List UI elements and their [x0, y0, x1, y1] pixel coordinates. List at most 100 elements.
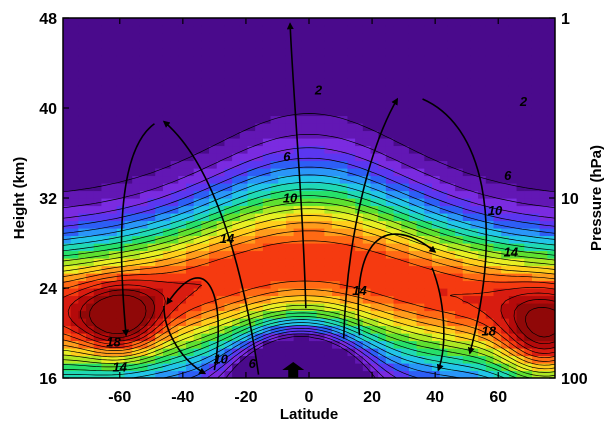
heatmap-cell — [255, 220, 264, 229]
heatmap-cell — [524, 25, 533, 34]
heatmap-cell — [508, 265, 518, 274]
heatmap-cell — [178, 100, 187, 109]
heatmap-cell — [178, 48, 187, 57]
heatmap-cell — [493, 70, 502, 79]
heatmap-cell — [424, 228, 433, 237]
heatmap-cell — [293, 318, 302, 327]
heatmap-cell — [86, 100, 95, 109]
heatmap-cell — [147, 18, 156, 27]
heatmap-cell — [93, 333, 103, 342]
heatmap-cell — [339, 108, 349, 117]
heatmap-cell — [316, 123, 325, 132]
heatmap-cell — [378, 213, 387, 222]
heatmap-cell — [362, 265, 372, 274]
x-tick-label: 20 — [363, 389, 381, 406]
heatmap-cell — [485, 235, 495, 244]
heatmap-cell — [478, 78, 487, 87]
heatmap-cell — [531, 100, 541, 109]
heatmap-cell — [508, 190, 518, 199]
heatmap-cell — [70, 318, 79, 327]
heatmap-cell — [485, 190, 495, 199]
contour-label: 14 — [504, 245, 519, 260]
heatmap-cell — [539, 258, 548, 267]
heatmap-cell — [155, 93, 164, 102]
heatmap-cell — [86, 363, 95, 372]
heatmap-cell — [432, 55, 441, 64]
y-tick-left-label: 24 — [39, 281, 57, 298]
heatmap-cell — [78, 243, 87, 252]
heatmap-cell — [132, 18, 141, 27]
heatmap-cell — [186, 250, 195, 259]
heatmap-cell — [408, 85, 418, 94]
heatmap-cell — [247, 265, 256, 274]
heatmap-cell — [101, 265, 110, 274]
heatmap-cell — [124, 370, 133, 378]
heatmap-cell — [285, 235, 295, 244]
heatmap-cell — [232, 333, 241, 342]
heatmap-cell — [285, 175, 295, 184]
heatmap-cell — [316, 213, 325, 222]
heatmap-cell — [439, 78, 448, 87]
heatmap-cell — [170, 288, 179, 297]
heatmap-cell — [124, 70, 133, 79]
heatmap-cell — [278, 228, 287, 237]
heatmap-cell — [478, 280, 487, 289]
heatmap-cell — [432, 198, 441, 207]
heatmap-cell — [293, 280, 302, 289]
heatmap-cell — [531, 250, 541, 259]
heatmap-cell — [424, 55, 433, 64]
heatmap-cell — [155, 153, 164, 162]
heatmap-cell — [547, 370, 555, 378]
heatmap-cell — [255, 273, 264, 282]
heatmap-cell — [216, 175, 226, 184]
heatmap-cell — [239, 48, 249, 57]
heatmap-cell — [401, 333, 410, 342]
heatmap-cell — [339, 190, 349, 199]
heatmap-cell — [209, 93, 218, 102]
heatmap-cell — [501, 33, 510, 42]
heatmap-cell — [139, 355, 149, 364]
heatmap-cell — [132, 318, 141, 327]
heatmap-cell — [139, 25, 149, 34]
heatmap-cell — [178, 108, 187, 117]
heatmap-cell — [170, 198, 179, 207]
heatmap-cell — [193, 333, 202, 342]
heatmap-cell — [262, 175, 272, 184]
heatmap-cell — [524, 280, 533, 289]
heatmap-cell — [239, 115, 249, 124]
contour-line — [63, 195, 555, 378]
heatmap-cell — [378, 93, 387, 102]
heatmap-cell — [293, 183, 302, 192]
heatmap-cell — [324, 48, 333, 57]
heatmap-cell — [293, 205, 302, 214]
heatmap-cell — [262, 138, 272, 147]
heatmap-cell — [216, 85, 226, 94]
heatmap-cell — [186, 48, 195, 57]
heatmap-cell — [247, 55, 256, 64]
heatmap-cell — [63, 243, 72, 252]
heatmap-cell — [339, 48, 349, 57]
heatmap-cell — [539, 265, 548, 274]
heatmap-cell — [447, 48, 456, 57]
heatmap-cell — [162, 130, 172, 139]
heatmap-cell — [393, 175, 402, 184]
heatmap-cell — [470, 220, 479, 229]
heatmap-cell — [478, 145, 487, 154]
heatmap-cell — [309, 25, 318, 34]
heatmap-cell — [485, 153, 495, 162]
heatmap-cell — [455, 355, 464, 364]
heatmap-cell — [408, 123, 418, 132]
heatmap-cell — [224, 115, 233, 124]
heatmap-cell — [124, 78, 133, 87]
heatmap-cell — [270, 280, 279, 289]
heatmap-cell — [262, 363, 272, 372]
heatmap-cell — [424, 363, 433, 372]
heatmap-cell — [424, 78, 433, 87]
heatmap-cell — [439, 183, 448, 192]
heatmap-cell — [293, 295, 302, 304]
heatmap-cell — [293, 100, 302, 109]
heatmap-cell — [485, 175, 495, 184]
heatmap-cell — [86, 78, 95, 87]
heatmap-cell — [524, 265, 533, 274]
heatmap-cell — [424, 318, 433, 327]
